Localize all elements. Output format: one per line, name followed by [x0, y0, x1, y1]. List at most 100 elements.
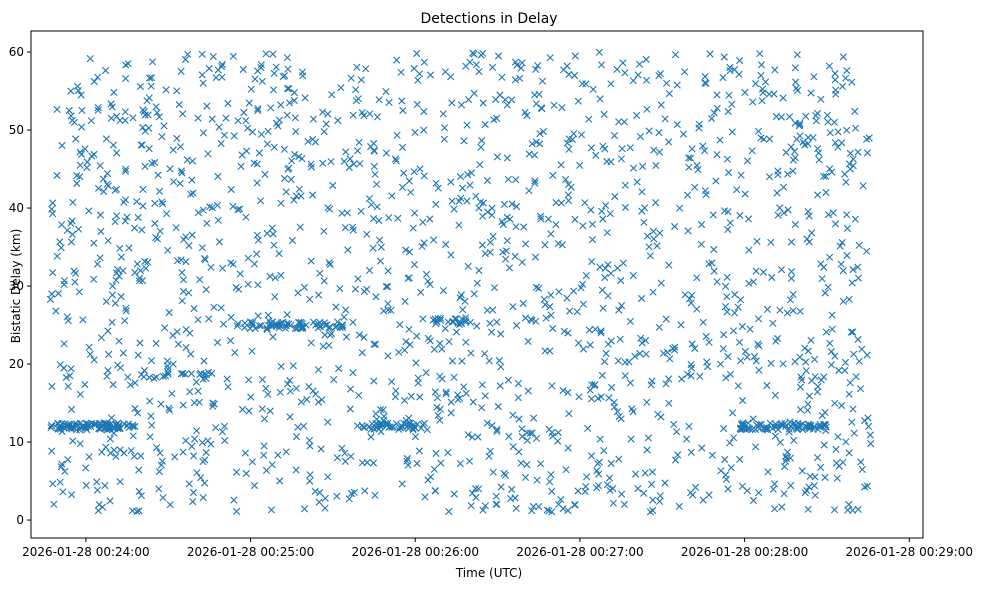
detection-point — [145, 145, 153, 153]
detection-point — [528, 507, 536, 515]
detection-point — [213, 338, 222, 347]
detection-point — [405, 177, 413, 185]
detection-point — [96, 162, 104, 170]
detection-point — [326, 323, 334, 331]
detection-point — [306, 471, 314, 479]
detection-point — [656, 492, 664, 500]
detection-point — [295, 185, 303, 193]
detection-point — [329, 181, 337, 190]
detection-point — [275, 116, 283, 124]
detection-point — [603, 229, 611, 237]
detection-point — [789, 290, 797, 298]
detection-point — [393, 131, 401, 139]
detection-point — [599, 142, 607, 150]
detection-point — [316, 488, 324, 497]
detection-point — [854, 505, 862, 513]
detection-point — [265, 317, 273, 325]
detection-point — [632, 470, 640, 478]
detection-point — [187, 190, 195, 198]
detection-point — [266, 407, 274, 415]
detection-point — [286, 387, 294, 395]
detection-point — [291, 150, 299, 159]
detection-point — [65, 424, 73, 432]
detection-point — [518, 425, 526, 433]
detection-point — [614, 357, 622, 365]
detection-point — [178, 269, 186, 277]
detection-point — [597, 329, 605, 337]
detection-point — [855, 357, 863, 365]
detection-point — [437, 459, 445, 467]
detection-point — [474, 433, 482, 441]
detection-point — [377, 428, 385, 436]
detection-point — [376, 236, 384, 244]
detection-point — [475, 266, 483, 275]
detection-point — [586, 386, 594, 394]
detection-point — [304, 137, 312, 145]
detection-point — [109, 282, 117, 290]
detection-point — [720, 331, 728, 339]
detection-point — [321, 319, 329, 327]
detection-point — [97, 227, 105, 236]
detection-point — [507, 495, 515, 503]
detection-point — [415, 447, 423, 455]
y-tick-label: 50 — [9, 123, 24, 137]
detection-point — [436, 316, 445, 324]
detection-point — [795, 122, 803, 130]
detection-point — [68, 230, 77, 238]
detection-point — [571, 71, 579, 80]
detection-point — [843, 224, 851, 232]
detection-point — [702, 332, 710, 341]
detection-point — [701, 72, 709, 81]
detection-point — [638, 188, 646, 196]
detection-point — [272, 63, 280, 71]
detection-point — [416, 70, 424, 78]
detection-point — [242, 213, 250, 221]
detection-point — [232, 283, 240, 292]
detection-point — [290, 89, 298, 97]
detection-point — [74, 82, 82, 90]
detection-point — [761, 425, 770, 433]
detection-point — [811, 355, 819, 363]
detection-point — [448, 197, 456, 205]
detection-point — [696, 372, 704, 380]
detection-point — [804, 400, 812, 408]
detection-point — [851, 107, 859, 115]
detection-point — [445, 507, 453, 516]
detection-point — [189, 498, 197, 506]
detection-point — [644, 434, 652, 442]
detection-point — [501, 96, 509, 104]
detection-point — [508, 96, 516, 104]
detection-point — [642, 76, 651, 84]
detection-point — [411, 128, 419, 136]
detection-point — [306, 442, 314, 450]
detection-point — [142, 264, 150, 272]
detection-point — [676, 204, 684, 212]
detection-point — [108, 414, 116, 422]
detection-point — [521, 108, 529, 117]
detection-point — [277, 199, 285, 207]
detection-point — [849, 405, 857, 413]
detection-point — [283, 311, 291, 319]
detection-point — [237, 162, 245, 170]
detection-point — [528, 140, 536, 148]
detection-point — [155, 113, 163, 121]
detection-point — [184, 50, 192, 58]
detection-point — [662, 315, 670, 323]
detection-point — [465, 96, 473, 104]
detection-point — [613, 65, 621, 73]
detection-point — [447, 178, 455, 186]
detection-point — [587, 452, 596, 460]
detection-point — [727, 464, 735, 472]
detection-point — [490, 116, 498, 124]
detection-point — [257, 61, 265, 69]
detection-point — [701, 79, 709, 87]
detection-point — [577, 131, 586, 139]
detection-point — [175, 101, 183, 109]
detection-point — [431, 388, 439, 396]
detection-point — [182, 258, 190, 266]
detection-point — [327, 158, 335, 166]
detection-point — [106, 449, 115, 457]
detection-point — [801, 489, 809, 497]
detection-point — [746, 325, 754, 333]
detection-point — [182, 344, 190, 352]
